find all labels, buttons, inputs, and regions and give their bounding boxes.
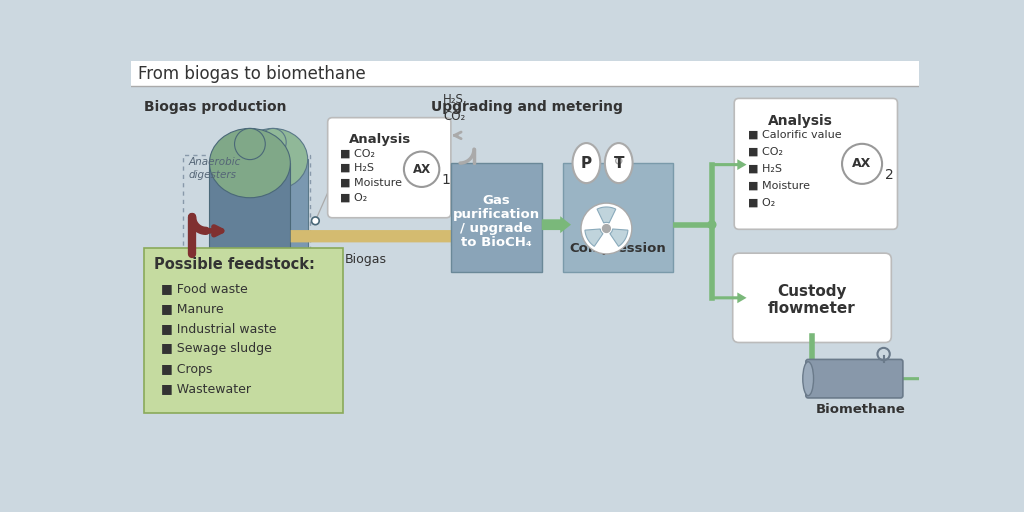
- Circle shape: [581, 203, 632, 254]
- FancyBboxPatch shape: [451, 163, 542, 272]
- FancyBboxPatch shape: [806, 359, 903, 398]
- Ellipse shape: [572, 143, 600, 183]
- Circle shape: [602, 224, 611, 233]
- Text: Anaerobic
digesters: Anaerobic digesters: [188, 157, 241, 180]
- Text: Analysis: Analysis: [349, 133, 412, 146]
- Ellipse shape: [210, 129, 291, 198]
- Ellipse shape: [260, 129, 286, 156]
- Text: Gas: Gas: [482, 195, 510, 207]
- Text: ■ Manure: ■ Manure: [162, 303, 224, 315]
- FancyBboxPatch shape: [210, 163, 291, 254]
- Ellipse shape: [239, 129, 307, 190]
- Text: 1: 1: [441, 173, 451, 187]
- Text: ■ CO₂: ■ CO₂: [340, 148, 375, 158]
- Text: Compression: Compression: [569, 243, 667, 255]
- Text: ■ CO₂: ■ CO₂: [749, 147, 783, 157]
- Text: ■ O₂: ■ O₂: [749, 198, 775, 208]
- Text: From biogas to biomethane: From biogas to biomethane: [138, 65, 366, 83]
- Circle shape: [584, 158, 590, 164]
- Polygon shape: [597, 207, 615, 223]
- FancyArrow shape: [291, 226, 468, 246]
- Polygon shape: [610, 229, 628, 246]
- Text: to BioCH₄: to BioCH₄: [461, 236, 531, 249]
- Text: ■ Moisture: ■ Moisture: [749, 181, 810, 191]
- Text: Biomethane: Biomethane: [816, 403, 905, 416]
- FancyBboxPatch shape: [131, 61, 920, 86]
- FancyBboxPatch shape: [144, 248, 343, 413]
- Text: flowmeter: flowmeter: [768, 301, 856, 316]
- Ellipse shape: [605, 143, 633, 183]
- Text: ■ Crops: ■ Crops: [162, 362, 213, 375]
- Text: T: T: [613, 156, 624, 170]
- FancyArrow shape: [812, 373, 953, 384]
- Ellipse shape: [234, 129, 265, 160]
- Text: AX: AX: [413, 163, 431, 176]
- Text: Possible feedstock:: Possible feedstock:: [154, 257, 314, 272]
- Text: ■ O₂: ■ O₂: [340, 193, 368, 202]
- Text: ■ Wastewater: ■ Wastewater: [162, 382, 251, 396]
- Circle shape: [403, 152, 439, 187]
- Text: Analysis: Analysis: [768, 114, 833, 128]
- FancyArrow shape: [542, 216, 571, 233]
- Text: 2: 2: [885, 168, 894, 182]
- Text: H₂S,
CO₂: H₂S, CO₂: [442, 93, 467, 123]
- Text: ■ Moisture: ■ Moisture: [340, 178, 402, 188]
- Text: ■ Industrial waste: ■ Industrial waste: [162, 323, 276, 335]
- FancyBboxPatch shape: [733, 253, 891, 343]
- FancyArrow shape: [712, 159, 746, 170]
- Text: P: P: [581, 156, 592, 170]
- Text: ■ Sewage sludge: ■ Sewage sludge: [162, 343, 272, 355]
- Text: Custody: Custody: [777, 284, 847, 299]
- Circle shape: [708, 220, 717, 229]
- Ellipse shape: [803, 362, 813, 396]
- Polygon shape: [585, 229, 603, 246]
- Circle shape: [615, 158, 622, 164]
- Text: Biogas: Biogas: [344, 253, 386, 266]
- FancyBboxPatch shape: [734, 98, 897, 229]
- FancyBboxPatch shape: [563, 163, 673, 272]
- Text: ■ H₂S: ■ H₂S: [749, 164, 782, 174]
- Text: Biogas production: Biogas production: [144, 100, 287, 114]
- Text: purification: purification: [453, 208, 540, 221]
- Text: ■ H₂S: ■ H₂S: [340, 163, 374, 173]
- Circle shape: [311, 217, 319, 225]
- Text: ■ Calorific value: ■ Calorific value: [749, 130, 842, 140]
- FancyBboxPatch shape: [239, 159, 307, 248]
- FancyArrow shape: [712, 292, 746, 303]
- Text: / upgrade: / upgrade: [460, 222, 532, 235]
- Text: ■ Food waste: ■ Food waste: [162, 283, 248, 295]
- Circle shape: [842, 144, 882, 184]
- FancyBboxPatch shape: [328, 118, 451, 218]
- Text: Upgrading and metering: Upgrading and metering: [431, 100, 623, 114]
- Text: AX: AX: [852, 157, 871, 170]
